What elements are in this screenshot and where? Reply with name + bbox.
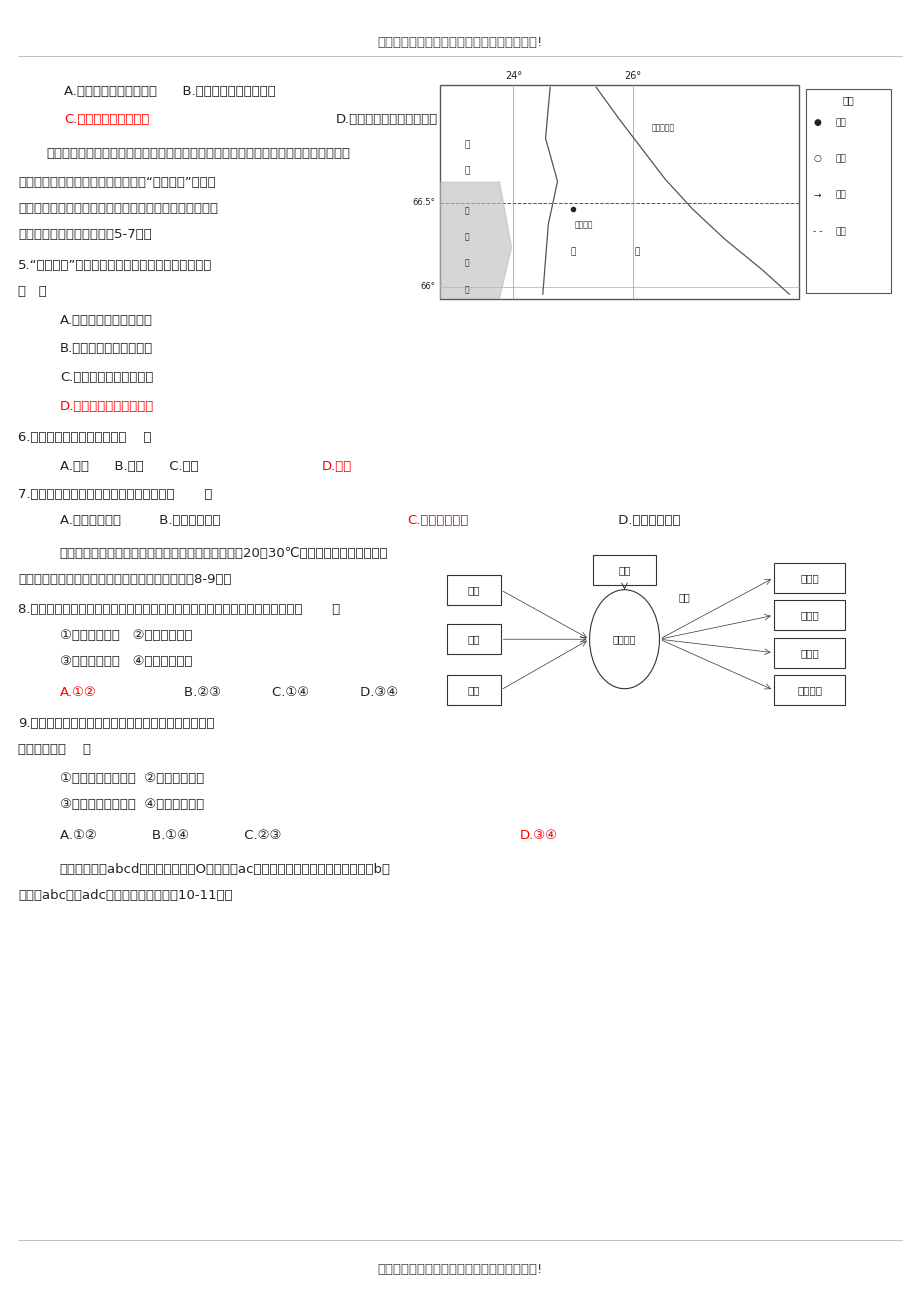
Polygon shape xyxy=(440,182,511,298)
Text: 圣诞老人村: 圣诞老人村 xyxy=(651,124,674,132)
Text: （   ）: （ ） xyxy=(18,285,47,298)
Circle shape xyxy=(589,590,659,689)
Text: 6.圣诞老人村的旅游旺季是（    ）: 6.圣诞老人村的旅游旺季是（ ） xyxy=(18,431,152,444)
Text: 的: 的 xyxy=(464,233,470,241)
FancyBboxPatch shape xyxy=(447,574,500,604)
Text: 老人村便热闹起来。在圣诞老人村，“圣诞老人”住的房: 老人村便热闹起来。在圣诞老人村，“圣诞老人”住的房 xyxy=(18,176,216,189)
Text: 尼: 尼 xyxy=(464,259,470,267)
Text: 圣诞老人村位置。据此完成5-7题。: 圣诞老人村位置。据此完成5-7题。 xyxy=(18,228,152,241)
Text: 典: 典 xyxy=(464,167,470,174)
Text: ①使污染区域更集中  ②加剧污染程度: ①使污染区域更集中 ②加剧污染程度 xyxy=(60,772,204,785)
FancyBboxPatch shape xyxy=(773,676,845,706)
Bar xyxy=(805,89,890,293)
Text: 微量元素: 微量元素 xyxy=(796,685,822,695)
Text: 赤潮: 赤潮 xyxy=(618,565,630,575)
Text: 湾: 湾 xyxy=(464,286,470,294)
Text: A.阻碍农业的进一步发展      B.吸引外商进行工业投资: A.阻碍农业的进一步发展 B.吸引外商进行工业投资 xyxy=(64,85,276,98)
Text: ●: ● xyxy=(812,118,821,126)
Text: D.加快东西方文化统一发展: D.加快东西方文化统一发展 xyxy=(335,113,437,126)
Text: 读右图，圆弧abcd为某一纬线圈，O为圆心，ac为晨昏线与该纬线圈的两个交点，b、: 读右图，圆弧abcd为某一纬线圈，O为圆心，ac为晨昏线与该纬线圈的两个交点，b… xyxy=(60,863,391,876)
Text: 子十分醒目，屋顶一直倾斜到地上。下图示意罗瓦涅米市: 子十分醒目，屋顶一直倾斜到地上。下图示意罗瓦涅米市 xyxy=(18,202,218,215)
Text: 分别为abc弧和adc弧的中点。读图回答10-11题。: 分别为abc弧和adc弧的中点。读图回答10-11题。 xyxy=(18,889,233,902)
Text: A.夏至璀璃极光         B.冬至午夜阳光: A.夏至璀璃极光 B.冬至午夜阳光 xyxy=(60,514,258,527)
Text: 河流: 河流 xyxy=(834,191,845,199)
Text: →: → xyxy=(812,191,820,199)
Text: 有机物: 有机物 xyxy=(800,573,818,583)
Text: 7.推测在刣诞老人村可以欣赏到的景观有（       ）: 7.推测在刣诞老人村可以欣赏到的景观有（ ） xyxy=(18,488,212,501)
Text: 66°: 66° xyxy=(420,283,435,292)
FancyBboxPatch shape xyxy=(773,600,845,630)
FancyBboxPatch shape xyxy=(447,676,500,706)
Text: 范围，赤潮发生的环境条件如下图所示。读图回答8-9题。: 范围，赤潮发生的环境条件如下图所示。读图回答8-9题。 xyxy=(18,573,232,586)
Text: B.②③            C.①④            D.③④: B.②③ C.①④ D.③④ xyxy=(184,686,398,699)
Text: 波: 波 xyxy=(464,207,470,215)
Text: 城市: 城市 xyxy=(834,118,845,126)
Text: 欢迎阅读本文档，希望本文档能对您有所帮助!: 欢迎阅读本文档，希望本文档能对您有所帮助! xyxy=(377,1263,542,1276)
Text: 死亡: 死亡 xyxy=(677,592,689,603)
Text: ①南方近岸海域   ②城市近岸海域: ①南方近岸海域 ②城市近岸海域 xyxy=(60,629,192,642)
Text: D.防止厉重积雪压塌房屋: D.防止厉重积雪压塌房屋 xyxy=(60,400,153,413)
Text: 维生素: 维生素 xyxy=(800,647,818,658)
Text: 瑞: 瑞 xyxy=(464,141,470,150)
Text: A.春季      B.夏季      C.秋季: A.春季 B.夏季 C.秋季 xyxy=(60,460,236,473)
Text: 赤潮是海洋中由海水富营养化造成的常见污染类型。20～30℃是赤潮发生最适宜的温度: 赤潮是海洋中由海水富营养化造成的常见污染类型。20～30℃是赤潮发生最适宜的温度 xyxy=(60,547,388,560)
Text: 罗瓦涅米市被认为是圣诞老人的故乡，其主要景点是圣诞老人村。每到旅游旺季，圣诞: 罗瓦涅米市被认为是圣诞老人的故乡，其主要景点是圣诞老人村。每到旅游旺季，圣诞 xyxy=(46,147,349,160)
Text: ③使污染区域更分散  ④减轻污染程度: ③使污染区域更分散 ④减轻污染程度 xyxy=(60,798,204,811)
Text: 罗瓦涅米: 罗瓦涅米 xyxy=(574,220,593,229)
Text: 赤潮生物: 赤潮生物 xyxy=(612,634,636,644)
Text: D.冬季: D.冬季 xyxy=(322,460,352,473)
Text: 芬: 芬 xyxy=(570,247,575,256)
Text: D.雪地摩托车厂: D.雪地摩托车厂 xyxy=(579,514,679,527)
Text: 8.根据赤潮发生的主要环境条件可以判断，在我国较易发生赤潮的海域一般是（       ）: 8.根据赤潮发生的主要环境条件可以判断，在我国较易发生赤潮的海域一般是（ ） xyxy=(18,603,340,616)
FancyBboxPatch shape xyxy=(593,556,655,586)
Text: A.固定房屋防止地基融陷: A.固定房屋防止地基融陷 xyxy=(60,314,153,327)
Text: 24°: 24° xyxy=(505,70,521,81)
Text: - -: - - xyxy=(812,228,822,236)
Text: 兰: 兰 xyxy=(634,247,640,256)
Text: 9.如果赤潮发生的海域，有寒冷的沿岸流经过，其对赤: 9.如果赤潮发生的海域，有寒冷的沿岸流经过，其对赤 xyxy=(18,717,215,730)
Text: C.北极圈标志线: C.北极圈标志线 xyxy=(407,514,469,527)
Text: 光照: 光照 xyxy=(467,685,480,695)
Text: 温度: 温度 xyxy=(467,634,480,644)
Text: 潮的影响是（    ）: 潮的影响是（ ） xyxy=(18,743,91,756)
Text: 图例: 图例 xyxy=(842,95,853,105)
Text: 欢迎阅读本文档，希望本文档能对您有所帮助!: 欢迎阅读本文档，希望本文档能对您有所帮助! xyxy=(377,36,542,49)
Text: A.①②             B.①④             C.②③: A.①② B.①④ C.②③ xyxy=(60,829,340,842)
FancyBboxPatch shape xyxy=(773,562,845,592)
Text: ③北方近岸海域   ④乡村近岸海域: ③北方近岸海域 ④乡村近岸海域 xyxy=(60,655,192,668)
FancyBboxPatch shape xyxy=(447,624,500,654)
Text: D.③④: D.③④ xyxy=(519,829,557,842)
Text: 风向: 风向 xyxy=(467,585,480,595)
Bar xyxy=(439,85,798,299)
Text: 5.“圣诞老人”住的房子屋顶一直倾斜到地上，是为了: 5.“圣诞老人”住的房子屋顶一直倾斜到地上，是为了 xyxy=(18,259,212,272)
FancyBboxPatch shape xyxy=(773,638,845,668)
Text: 营养盐: 营养盐 xyxy=(800,611,818,620)
Text: A.①②: A.①② xyxy=(60,686,96,699)
Text: 66.5°: 66.5° xyxy=(412,198,435,207)
Text: 国界: 国界 xyxy=(834,228,845,236)
Text: C.带动相关产业的发展: C.带动相关产业的发展 xyxy=(64,113,150,126)
Text: ○: ○ xyxy=(812,155,821,163)
Text: 26°: 26° xyxy=(624,70,641,81)
Text: 村镇: 村镇 xyxy=(834,155,845,163)
Text: B.增加墙壁厚度防寒抗风: B.增加墙壁厚度防寒抗风 xyxy=(60,342,153,355)
Text: C.方便圣诞老人爬上屋顶: C.方便圣诞老人爬上屋顶 xyxy=(60,371,153,384)
